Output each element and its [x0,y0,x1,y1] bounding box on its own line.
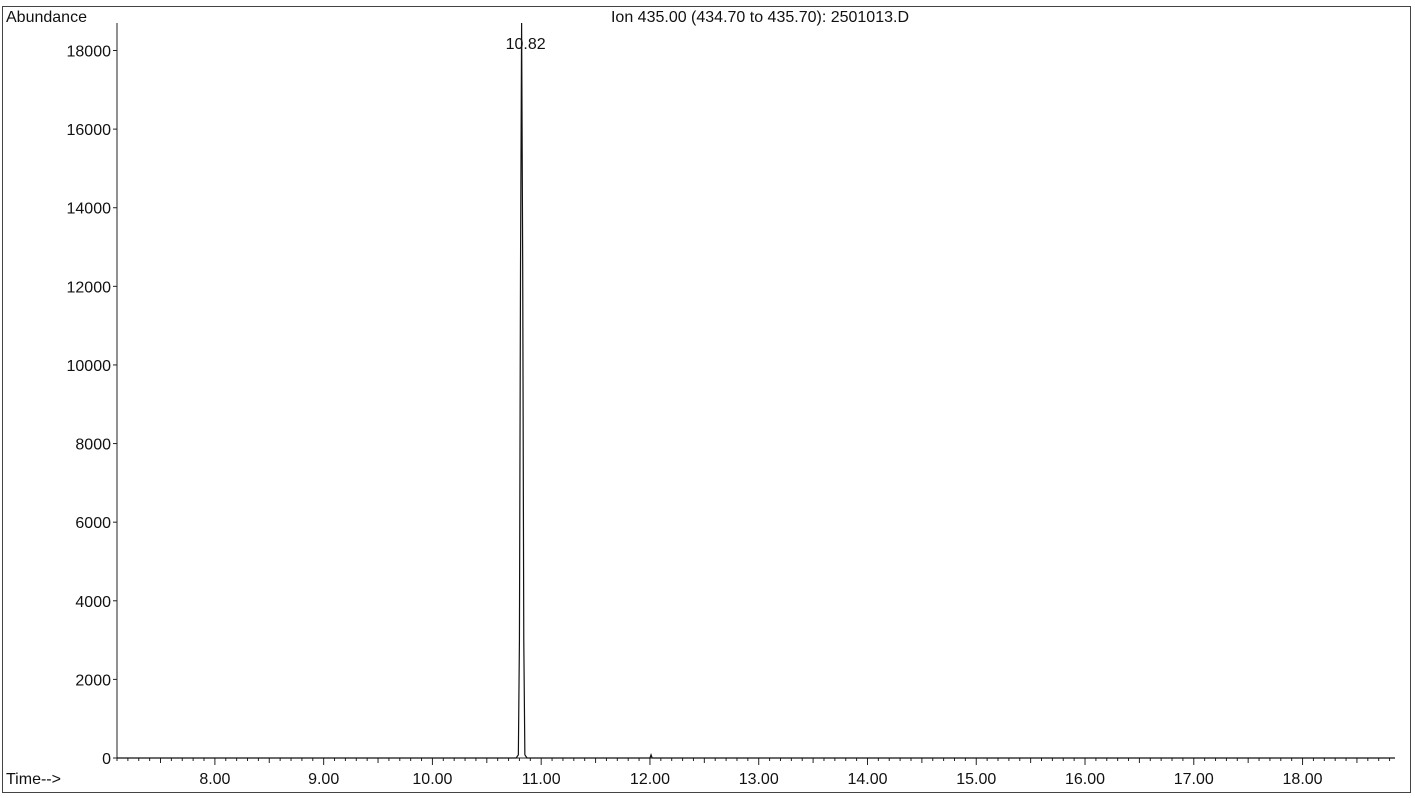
x-tick-label: 18.00 [1283,771,1323,788]
y-tick-label: 14000 [67,201,112,218]
x-tick-label: 10.00 [412,771,452,788]
x-tick-label: 12.00 [630,771,670,788]
peak-label: 10.82 [506,36,546,53]
y-tick-label: 10000 [67,358,112,375]
series-line-0 [117,22,1395,759]
y-tick-label: 16000 [67,122,112,139]
x-tick-label: 16.00 [1065,771,1105,788]
y-axis-label: Abundance [6,9,87,26]
y-tick-label: 2000 [75,672,111,689]
y-tick-label: 4000 [75,594,111,611]
x-tick-label: 9.00 [308,771,339,788]
y-tick-label: 6000 [75,515,111,532]
x-axis-label: Time--> [6,771,61,788]
ticks: 0 2000 4000 6000 8000 10000 12000 14000 16000 180… [67,44,1391,788]
chart-title: Ion 435.00 (434.70 to 435.70): 2501013.D [611,9,909,26]
axes [116,23,1395,759]
series-group [117,22,1395,759]
y-tick-label: 18000 [67,44,112,61]
x-tick-label: 13.00 [739,771,779,788]
x-tick-label: 8.00 [199,771,230,788]
y-tick-label: 8000 [75,437,111,454]
x-tick-label: 17.00 [1174,771,1214,788]
x-tick-label: 14.00 [847,771,887,788]
y-tick-label: 0 [102,751,111,768]
chart-frame [2,6,1411,793]
x-tick-label: 11.00 [522,771,561,788]
y-tick-label: 12000 [67,279,112,296]
x-tick-label: 15.00 [956,771,996,788]
